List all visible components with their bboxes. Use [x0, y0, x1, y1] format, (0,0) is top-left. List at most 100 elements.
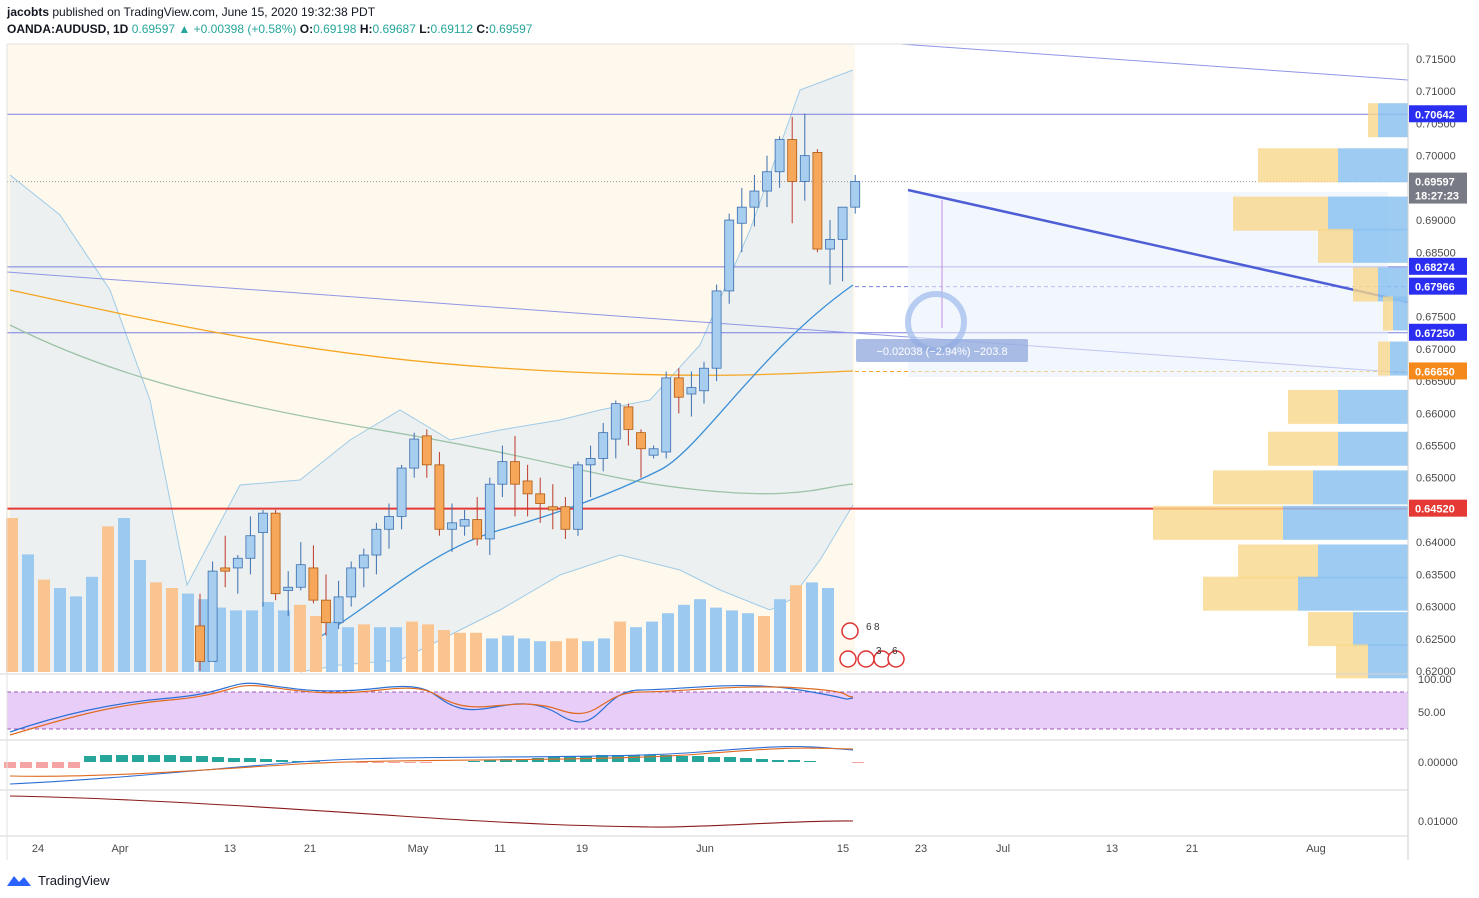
candle-body — [560, 506, 571, 530]
volume-profile-buy-1 — [1338, 148, 1408, 183]
price-tick-label: 0.63500 — [1416, 569, 1456, 581]
price-label-text: 0.67250 — [1415, 328, 1455, 340]
volume-bar — [534, 641, 546, 672]
publish-line: jacobts published on TradingView.com, Ju… — [7, 4, 532, 21]
close-label: C: — [476, 22, 490, 36]
volume-bar — [182, 593, 194, 672]
candle-body — [610, 403, 621, 440]
macd-histogram-bar — [4, 762, 16, 768]
descending-trendline — [907, 188, 1409, 304]
price-label-badge — [1409, 323, 1467, 341]
time-axis-label: 21 — [1186, 843, 1198, 855]
candle-body — [220, 567, 231, 572]
volume-bar — [582, 641, 594, 672]
volume-bar — [710, 607, 722, 672]
candle-body — [384, 515, 394, 530]
price-label-badge — [1409, 105, 1467, 123]
time-axis-label: 13 — [1106, 843, 1118, 855]
ma-200-line — [9, 289, 854, 376]
macd-axis-label: 0.00000 — [1418, 757, 1458, 769]
macd-histogram-bar — [468, 761, 480, 762]
macd-histogram-bar — [580, 756, 592, 762]
symbol-line: OANDA:AUDUSD, 1D 0.69597 ▲ +0.00398 (+0.… — [7, 21, 532, 38]
candle-body — [686, 387, 697, 395]
candle-body — [585, 458, 596, 466]
volume-bar — [278, 610, 290, 672]
volume-bar — [310, 616, 322, 672]
economic-event-icon — [839, 650, 857, 668]
volume-bar — [374, 627, 386, 672]
candle-body — [573, 464, 583, 530]
macd-histogram-bar — [740, 758, 752, 762]
candle-body — [812, 152, 823, 250]
macd-histogram-bar — [500, 759, 512, 762]
time-axis-label: 15 — [837, 843, 849, 855]
volume-bar — [246, 610, 258, 672]
candle-body — [762, 171, 772, 192]
long-trendline-upper — [899, 43, 1409, 81]
volume-profile-buy-3 — [1353, 228, 1408, 263]
macd-histogram-bar — [164, 755, 176, 762]
volume-profile-sell-13 — [1308, 612, 1353, 647]
event-count-label: 6 — [892, 646, 898, 657]
indicator-3-line — [9, 795, 854, 828]
macd-histogram-bar — [852, 762, 864, 763]
volume-bar — [230, 610, 242, 672]
candle-body — [421, 435, 432, 466]
volume-bar — [6, 518, 18, 672]
volume-bar — [550, 641, 562, 672]
volume-bar — [774, 599, 786, 672]
volume-bar — [742, 613, 754, 672]
volume-bar — [342, 627, 354, 672]
volume-bar — [790, 585, 802, 672]
price-label-badge — [1409, 172, 1467, 190]
macd-histogram-bar — [132, 755, 144, 762]
volume-bar — [502, 635, 514, 672]
price-tick-label: 0.63000 — [1416, 602, 1456, 614]
volume-bar — [470, 632, 482, 672]
candle-body — [497, 461, 508, 485]
event-count-label: 3 — [876, 646, 882, 657]
volume-profile-buy-7 — [1338, 389, 1408, 424]
volume-profile-sell-8 — [1268, 431, 1338, 466]
price-tick-label: 0.69000 — [1416, 215, 1456, 227]
price-tick-label: 0.71500 — [1416, 54, 1456, 66]
price-tick-label: 0.67500 — [1416, 312, 1456, 324]
open-value: 0.69198 — [313, 22, 357, 36]
chart-canvas[interactable]: −0.02038 (−2.94%) −203.86 83 624 Apr 13 21 May… — [0, 0, 1479, 866]
time-axis-label: Apr — [111, 843, 128, 855]
macd-histogram-bar — [244, 758, 256, 762]
volume-bar — [294, 604, 306, 672]
volume-profile-sell-0 — [1368, 103, 1378, 138]
high-value: 0.69687 — [372, 22, 416, 36]
price-label-badge — [1409, 362, 1467, 380]
event-count-label: 6 — [866, 622, 872, 633]
tradingview-brand[interactable]: TradingView — [38, 872, 110, 888]
price-label-text: 0.69597 — [1415, 177, 1455, 189]
macd-histogram-bar — [628, 755, 640, 762]
price-label-text: 0.68274 — [1415, 262, 1456, 274]
ma-20-line — [314, 284, 854, 641]
macd-histogram-bar — [292, 761, 304, 762]
macd-histogram-bar — [676, 756, 688, 762]
price-label-text: 0.70642 — [1415, 109, 1455, 121]
macd-histogram-bar — [228, 758, 240, 762]
volume-bar — [38, 579, 50, 672]
author-name[interactable]: jacobts — [7, 5, 50, 19]
macd-histogram-bar — [180, 756, 192, 762]
rsi-line — [9, 682, 854, 733]
candle-body — [232, 557, 243, 569]
price-tick-label: 0.62000 — [1416, 666, 1456, 678]
volume-profile-buy-4 — [1378, 267, 1408, 302]
volume-bar — [518, 638, 530, 672]
candle-body — [673, 377, 684, 398]
volume-bar — [70, 596, 82, 672]
volume-bar — [54, 588, 66, 672]
candle-body — [535, 493, 546, 504]
last-price: 0.69597 — [131, 22, 176, 36]
candle-body — [472, 519, 483, 540]
candle-body — [396, 467, 407, 517]
volume-bar — [694, 599, 706, 672]
time-axis-label: 13 — [224, 843, 236, 855]
candle-body — [825, 238, 835, 250]
